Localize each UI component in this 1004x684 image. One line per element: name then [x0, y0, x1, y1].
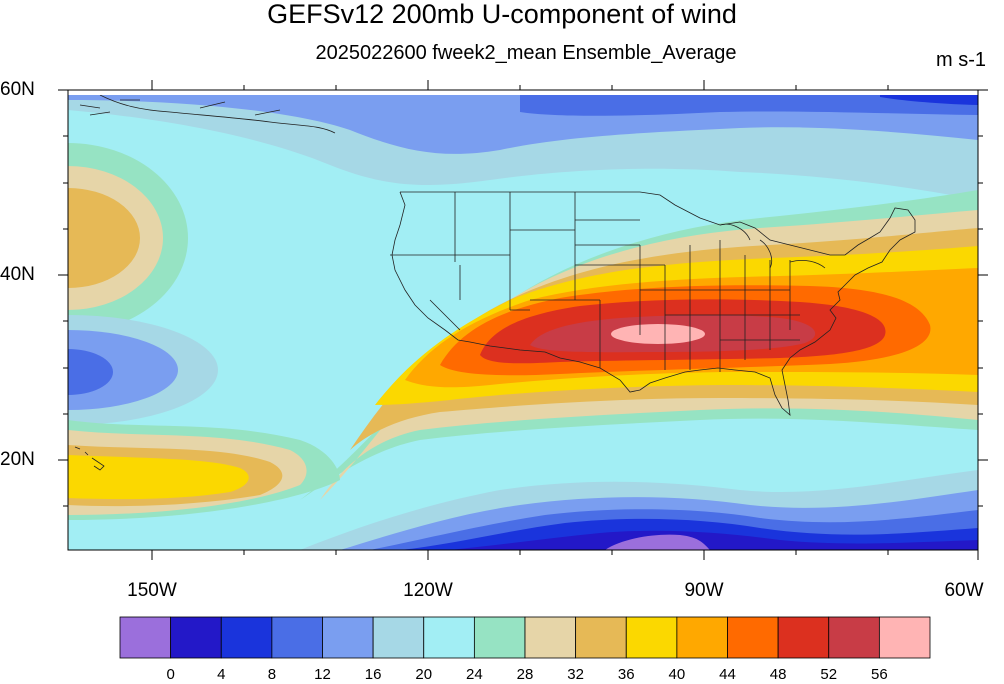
colorbar: [119, 616, 931, 659]
colorbar-swatch: [322, 616, 374, 659]
contour-field: [68, 95, 978, 550]
colorbar-swatch: [372, 616, 425, 659]
map-frame: [67, 89, 979, 551]
us-state-lines: [390, 192, 800, 372]
colorbar-label: 4: [217, 666, 226, 683]
colorbar-swatch: [271, 616, 323, 659]
contour-band-8-north: [880, 95, 978, 105]
lat-label-40n: 40N: [0, 264, 35, 285]
colorbar-swatch: [777, 616, 830, 659]
lon-label-90w: 90W: [684, 580, 724, 601]
contour-band-4-south: [450, 530, 978, 550]
colorbar-label: 36: [617, 666, 635, 683]
tick-marks: [58, 80, 988, 560]
colorbar-label: 12: [314, 666, 331, 683]
colorbar-label: 48: [769, 666, 787, 683]
colorbar-swatch: [727, 616, 779, 659]
lon-label-60w: 60W: [944, 580, 984, 601]
great-lakes: [719, 223, 826, 269]
colorbar-swatch: [119, 616, 172, 659]
colorbar-swatch: [575, 616, 627, 659]
colorbar-label: 8: [267, 666, 277, 683]
lon-label-150w: 150W: [127, 580, 177, 601]
hawaii: [74, 446, 105, 471]
colorbar-label: 40: [668, 666, 686, 683]
chart-subtitle: 2025022600 fweek2_mean Ensemble_Average: [315, 42, 737, 64]
colorbar-swatch: [676, 616, 728, 659]
contour-blob-12-pac: [68, 349, 113, 395]
colorbar-swatch: [473, 616, 526, 659]
contour-band-0-south: [605, 534, 710, 550]
colorbar-label: 24: [466, 666, 483, 683]
contour-band-12-north: [68, 95, 978, 116]
us-canada-border: [400, 191, 845, 256]
units-label: m s-1: [936, 49, 986, 71]
colorbar-label: 16: [364, 666, 382, 683]
colorbar-label: 32: [567, 666, 584, 683]
colorbar-swatch: [220, 616, 273, 659]
colorbar-swatch: [878, 616, 931, 659]
lat-label-20n: 20N: [0, 449, 35, 470]
colorbar-label: 56: [871, 666, 888, 683]
colorbar-swatch: [828, 616, 880, 659]
colorbar-label: 52: [820, 666, 838, 683]
colorbar-label: 20: [415, 666, 433, 683]
chart-title: GEFSv12 200mb U-component of wind: [267, 0, 737, 29]
colorbar-swatch: [524, 616, 577, 659]
us-coastline: [391, 191, 916, 417]
colorbar-swatch: [423, 616, 475, 659]
lat-label-60n: 60N: [0, 79, 35, 100]
colorbar-label: 0: [166, 666, 175, 683]
colorbar-swatch: [170, 616, 222, 659]
contour-band-jet-max: [611, 324, 705, 344]
contour-blob-36-nepac: [68, 188, 140, 288]
colorbar-label: 44: [719, 666, 736, 683]
contour-band-40-hawaii: [68, 455, 249, 500]
colorbar-swatch: [625, 616, 678, 659]
colorbar-label: 28: [516, 666, 534, 683]
alaska-coast: [79, 95, 336, 134]
boundaries: [74, 95, 916, 471]
lon-label-120w: 120W: [403, 580, 453, 601]
